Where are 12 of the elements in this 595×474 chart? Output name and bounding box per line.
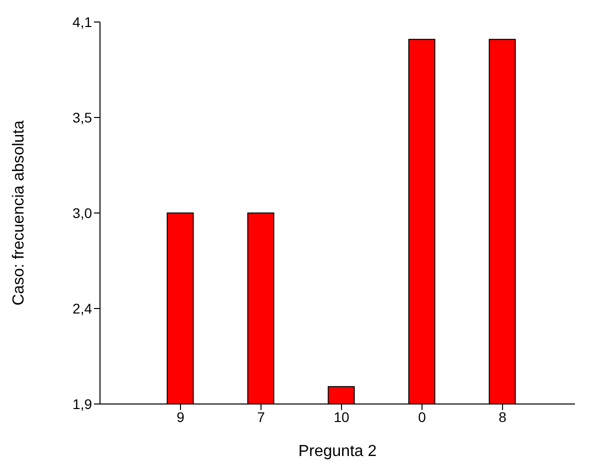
x-tick-label: 0 <box>418 408 426 425</box>
y-tick-label: 1,9 <box>72 396 92 412</box>
y-tick-label: 4,1 <box>72 14 92 30</box>
y-tick-label: 3,5 <box>72 109 92 126</box>
y-tick-label: 2,4 <box>72 300 92 316</box>
y-axis-title: Caso: frecuencia absoluta <box>10 120 28 306</box>
x-tick-label: 9 <box>176 408 185 425</box>
y-tick-label: 3,0 <box>72 204 92 221</box>
x-tick-label: 10 <box>334 408 350 425</box>
x-tick-label: 7 <box>257 408 266 425</box>
x-axis-title: Pregunta 2 <box>298 443 377 460</box>
x-tick-label: 8 <box>498 408 507 425</box>
